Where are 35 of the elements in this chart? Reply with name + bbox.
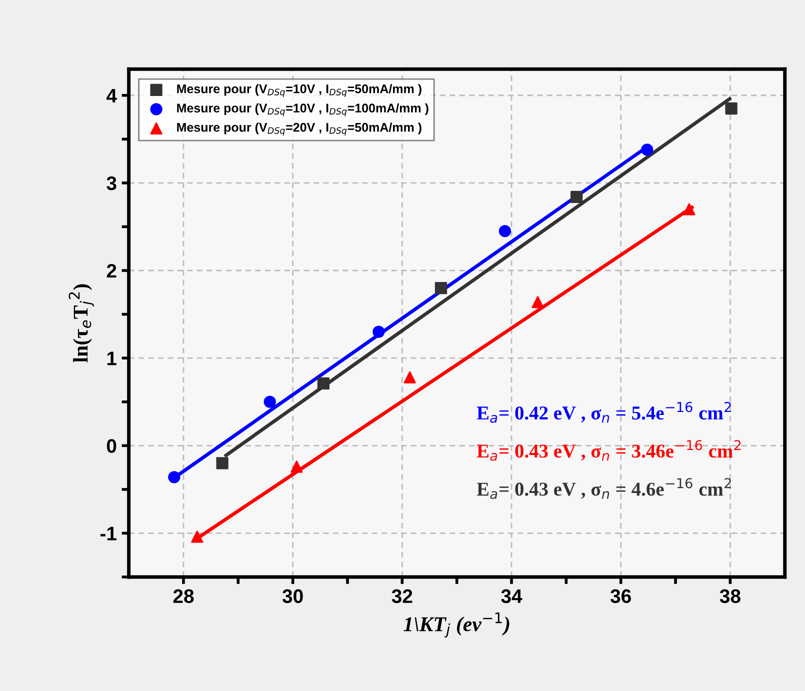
point (168, 471, 180, 484)
y-tick-label: 4 (106, 89, 117, 102)
point (290, 460, 303, 473)
legend-label: Mesure pour (V$_{DSq}$=10V , I$_{DSq}$=100mA/mm ) (177, 103, 428, 116)
annotation: E$_{a}$= 0.43 eV , σ$_{n}$ = 4.6e$^{−16}$ cm$^{2}$ (476, 478, 731, 499)
x-tick-label: 36 (610, 589, 631, 604)
point (570, 190, 583, 204)
y-tick-label: 0 (106, 439, 116, 453)
point (191, 530, 204, 543)
y-tick-label: 2 (106, 264, 116, 278)
y-tick-label: -1 (100, 526, 116, 540)
annotation: E$_{a}$= 0.42 eV , σ$_{n}$ = 5.4e$^{−16}$ cm$^{2}$ (476, 402, 731, 423)
y-tick-label: 3 (106, 176, 116, 190)
point (683, 203, 696, 216)
x-axis-title: 1\KT$_{j}$ (ev$^{−1}$) (404, 612, 510, 638)
annotation: E$_{a}$= 0.43 eV , σ$_{n}$ = 3.46e$^{−16}$ cm$^{2}$ (476, 440, 741, 461)
point (264, 396, 276, 408)
y-tick-label: 1 (107, 352, 116, 366)
point (372, 326, 385, 338)
point (641, 144, 654, 156)
point (434, 282, 448, 294)
legend-label: Mesure pour (V$_{DSq}$=10V , I$_{DSq}$=50mA/mm ) (177, 84, 422, 98)
x-tick-label: 32 (392, 589, 412, 604)
x-tick-label: 38 (720, 589, 740, 604)
point (317, 377, 330, 390)
point (725, 102, 738, 115)
point (498, 225, 512, 238)
x-tick-label: 30 (282, 589, 303, 604)
point (532, 296, 544, 308)
x-tick-label: 28 (173, 589, 194, 604)
y-axis-title: ln(τ$_{e}$T$_{j}$$^{2}$) (68, 284, 94, 362)
point (404, 371, 416, 384)
point (216, 457, 228, 470)
x-tick-label: 34 (501, 589, 522, 604)
legend-label: Mesure pour (V$_{DSq}$=20V , I$_{DSq}$=50mA/mm ) (177, 122, 422, 136)
